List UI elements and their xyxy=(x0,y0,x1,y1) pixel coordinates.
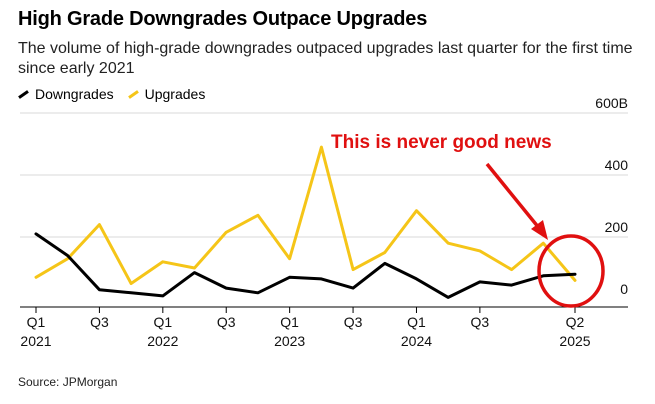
x-tick-label: Q3 xyxy=(90,314,109,330)
grid-lines xyxy=(20,112,628,308)
series-lines xyxy=(34,145,577,299)
annotation-text: This is never good news xyxy=(331,132,552,153)
legend-item-downgrades: Downgrades xyxy=(18,86,114,102)
x-tick-year-label: 2021 xyxy=(20,333,51,349)
y-tick-label: 0 xyxy=(620,281,628,297)
x-tick-year-label: 2022 xyxy=(147,333,178,349)
y-axis-ticks: 0 200 400 600B xyxy=(595,95,628,297)
source-note: Source: JPMorgan xyxy=(18,375,118,389)
y-tick-label: 600B xyxy=(595,95,628,111)
annotation-circle xyxy=(537,234,605,308)
legend-item-upgrades: Upgrades xyxy=(127,86,206,102)
chart-subtitle: The volume of high-grade downgrades outp… xyxy=(18,40,633,77)
y-tick-label: 400 xyxy=(605,157,629,173)
annotation-arrow-head xyxy=(531,220,548,240)
x-tick-label: Q3 xyxy=(471,314,490,330)
x-tick-label: Q2 xyxy=(566,314,585,330)
legend-label-downgrades: Downgrades xyxy=(35,86,114,102)
legend: Downgrades Upgrades xyxy=(18,86,219,102)
y-tick-label: 200 xyxy=(605,219,629,235)
chart-title: High Grade Downgrades Outpace Upgrades xyxy=(18,8,428,30)
legend-label-upgrades: Upgrades xyxy=(144,86,206,102)
x-tick-label: Q1 xyxy=(280,314,299,330)
series-line-upgrades xyxy=(34,145,577,285)
annotation-arrow-shaft xyxy=(485,162,541,230)
x-tick-year-label: 2025 xyxy=(559,333,590,349)
x-tick-year-label: 2023 xyxy=(274,333,305,349)
series-line-downgrades xyxy=(34,232,577,299)
x-tick-label: Q3 xyxy=(217,314,236,330)
x-tick-label: Q3 xyxy=(344,314,363,330)
x-tick-label: Q1 xyxy=(407,314,426,330)
x-axis-ticks: Q1 2021 Q3 Q1 2022 Q3 Q1 2023 Q3 Q1 2024 Q3 Q2 2025 xyxy=(20,307,591,349)
x-tick-label: Q1 xyxy=(153,314,172,330)
x-tick-year-label: 2024 xyxy=(401,333,432,349)
x-tick-label: Q1 xyxy=(27,314,46,330)
annotation-group: This is never good news xyxy=(331,132,605,308)
